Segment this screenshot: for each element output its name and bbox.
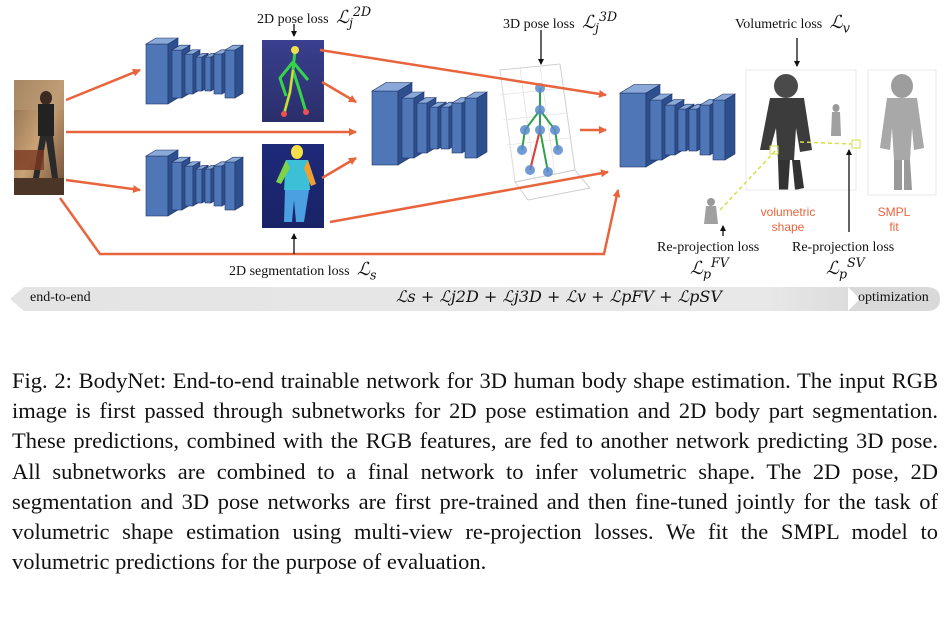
pose-2d-loss-label: 2D pose loss ℒj2D bbox=[257, 4, 372, 31]
pose-3d-output-plot bbox=[499, 63, 591, 201]
volumetric-shape-line1: volumetric bbox=[760, 205, 816, 219]
pose-2d-loss-text: 2D pose loss bbox=[257, 12, 329, 27]
volumetric-network-layer-7 bbox=[711, 93, 737, 161]
pose-3d-loss-superscript: 3D bbox=[598, 9, 618, 24]
loss-pointer-arrows bbox=[291, 24, 852, 254]
front-view-silhouette bbox=[704, 198, 718, 224]
segmentation-2d-network-layer-7 bbox=[223, 156, 245, 211]
smpl-fit-caption: SMPL fit bbox=[864, 205, 924, 235]
volumetric-loss-subscript: v bbox=[842, 20, 850, 36]
volumetric-loss-text: Volumetric loss bbox=[735, 17, 823, 32]
network-blocks bbox=[144, 37, 737, 217]
reprojection-sv-superscript: SV bbox=[847, 255, 865, 270]
reprojection-fv-symbol: ℒ bbox=[690, 258, 703, 279]
pose-2d-output-image bbox=[262, 40, 324, 122]
caption-prefix: Fig. 2: bbox=[12, 368, 79, 393]
pose-3d-network-layer-7 bbox=[463, 91, 489, 159]
smpl-fit-line1: SMPL bbox=[877, 205, 911, 219]
reprojection-loss-sv-text: Re-projection loss bbox=[792, 240, 895, 255]
side-view-silhouette bbox=[831, 104, 841, 136]
volumetric-loss-label: Volumetric loss ℒv bbox=[735, 12, 850, 36]
optimization-label: optimization bbox=[858, 290, 929, 305]
training-band bbox=[10, 287, 940, 311]
flow-arrows bbox=[58, 48, 621, 256]
segmentation-loss-subscript: s bbox=[370, 267, 377, 283]
volumetric-shape-caption: volumetric shape bbox=[748, 205, 828, 235]
caption-text: BodyNet: End-to-end trainable network fo… bbox=[12, 368, 938, 575]
segmentation-loss-text: 2D segmentation loss bbox=[229, 264, 350, 279]
reprojection-loss-sv-label: Re-projection loss bbox=[792, 240, 894, 256]
segmentation-2d-network-layer-1 bbox=[144, 149, 180, 217]
pose-3d-loss-subscript: j bbox=[595, 20, 599, 36]
smpl-fit-line2: fit bbox=[889, 220, 899, 234]
reprojection-loss-sv-math: ℒpSV bbox=[826, 255, 865, 282]
pose-2d-loss-subscript: j bbox=[349, 15, 353, 31]
architecture-diagram bbox=[14, 24, 937, 256]
reprojection-loss-fv-text: Re-projection loss bbox=[657, 240, 760, 255]
segmentation-loss-symbol: ℒ bbox=[357, 259, 371, 280]
figure-caption: Fig. 2: BodyNet: End-to-end trainable ne… bbox=[12, 366, 938, 577]
end-to-end-label: end-to-end bbox=[30, 290, 91, 305]
reprojection-loss-fv-label: Re-projection loss bbox=[657, 240, 759, 256]
segmentation-loss-label: 2D segmentation loss ℒs bbox=[229, 259, 377, 283]
pose-3d-loss-text: 3D pose loss bbox=[503, 17, 575, 32]
total-loss-formula: ℒs + ℒj2D + ℒj3D + ℒv + ℒpFV + ℒpSV bbox=[396, 287, 722, 306]
smpl-fit-render bbox=[867, 69, 937, 196]
pose-2d-loss-symbol: ℒ bbox=[336, 7, 350, 28]
reprojection-sv-subscript: p bbox=[838, 266, 848, 282]
volumetric-loss-symbol: ℒ bbox=[829, 12, 843, 33]
projection-links bbox=[719, 139, 861, 211]
pose-3d-loss-symbol: ℒ bbox=[582, 12, 596, 33]
reprojection-loss-fv-math: ℒpFV bbox=[690, 255, 729, 282]
reprojection-fv-superscript: FV bbox=[711, 255, 729, 270]
reprojection-fv-subscript: p bbox=[702, 266, 712, 282]
reprojection-sv-symbol: ℒ bbox=[826, 258, 839, 279]
volumetric-shape-render bbox=[745, 69, 857, 191]
bodynet-figure: 2D pose loss ℒj2D 3D pose loss ℒj3D Volu… bbox=[10, 4, 940, 311]
pose-2d-loss-superscript: 2D bbox=[352, 4, 372, 19]
segmentation-2d-output-image bbox=[262, 144, 324, 228]
pose-3d-loss-label: 3D pose loss ℒj3D bbox=[503, 9, 618, 36]
pose-2d-network-layer-7 bbox=[223, 44, 245, 99]
rgb-input-image bbox=[14, 80, 64, 195]
volumetric-shape-line2: shape bbox=[771, 220, 805, 234]
